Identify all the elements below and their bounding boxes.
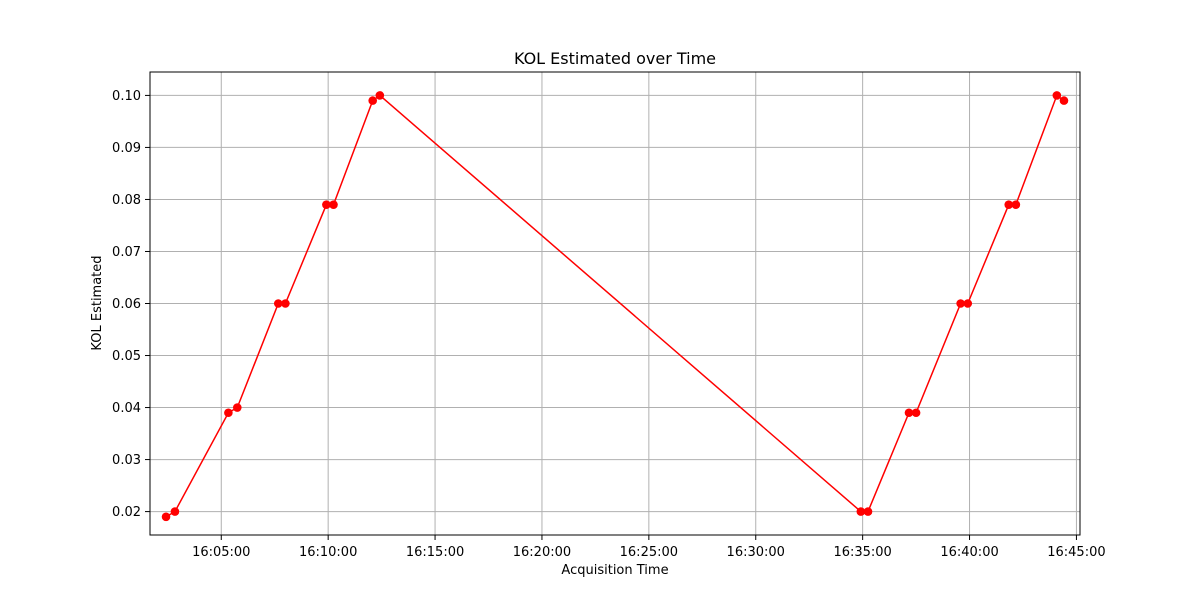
grid: [150, 72, 1080, 535]
y-tick-label: 0.09: [112, 141, 141, 156]
data-point: [322, 200, 331, 209]
y-axis-label: KOL Estimated: [90, 255, 105, 350]
x-tick-label: 16:25:00: [620, 545, 678, 560]
y-axis-ticks: 0.02 0.03 0.04 0.05 0.06 0.07 0.08 0.09 0.10: [112, 89, 150, 520]
series-line-group: [165, 94, 1065, 518]
data-point: [911, 408, 921, 418]
y-tick-label: 0.08: [112, 193, 141, 208]
data-point: [904, 408, 914, 418]
data-point: [963, 299, 973, 308]
x-tick-label: 16:35:00: [833, 545, 891, 560]
data-point: [170, 507, 180, 516]
y-tick-label: 0.04: [112, 401, 141, 416]
data-point: [375, 91, 385, 100]
series-markers: [161, 91, 1069, 522]
x-tick-label: 16:45:00: [1047, 545, 1105, 560]
data-point: [1004, 200, 1014, 209]
data-point: [368, 96, 378, 105]
x-tick-label: 16:05:00: [192, 545, 250, 560]
y-tick-label: 0.03: [112, 453, 141, 468]
data-point: [161, 512, 171, 522]
data-point: [856, 507, 866, 516]
x-tick-label: 16:40:00: [940, 545, 998, 560]
data-point: [863, 507, 873, 516]
y-tick-label: 0.10: [112, 89, 141, 104]
data-point: [273, 299, 283, 308]
data-point: [329, 200, 338, 209]
data-point: [281, 299, 290, 308]
y-tick-label: 0.02: [112, 505, 141, 520]
data-point: [1052, 91, 1062, 100]
x-tick-label: 16:10:00: [299, 545, 357, 560]
data-point: [1059, 96, 1069, 105]
data-point: [232, 403, 242, 412]
data-point: [224, 408, 233, 418]
chart-title: KOL Estimated over Time: [514, 49, 716, 68]
y-tick-label: 0.05: [112, 349, 141, 364]
x-axis-label: Acquisition Time: [561, 563, 668, 578]
series-line: [165, 94, 1065, 518]
y-tick-label: 0.06: [112, 297, 141, 312]
x-tick-label: 16:20:00: [513, 545, 571, 560]
x-tick-label: 16:15:00: [406, 545, 464, 560]
x-tick-label: 16:30:00: [727, 545, 785, 560]
data-point: [956, 299, 965, 308]
y-tick-label: 0.07: [112, 245, 141, 260]
x-axis-ticks: 16:05:00 16:10:00 16:15:00 16:20:00 16:25:00…: [192, 535, 1106, 560]
data-point: [1011, 200, 1021, 209]
